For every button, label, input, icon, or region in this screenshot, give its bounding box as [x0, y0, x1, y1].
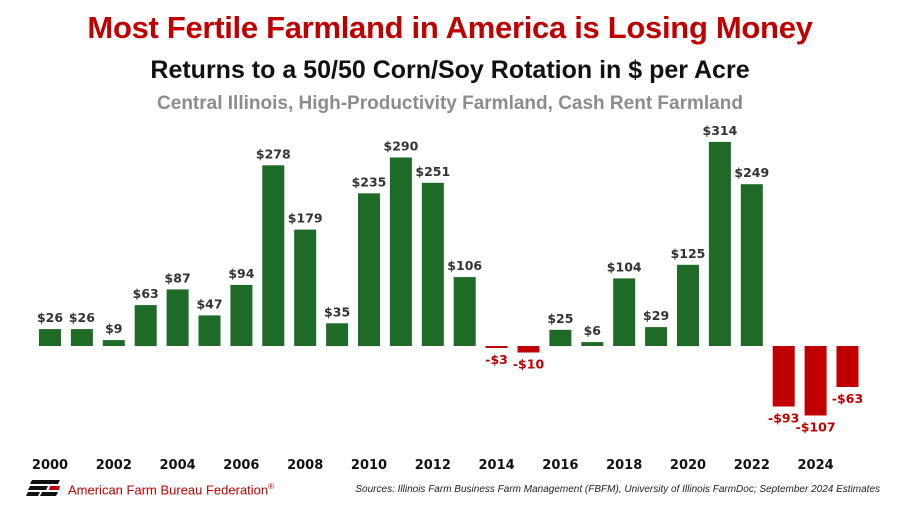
x-tick-label-2006: 2006 — [223, 458, 259, 473]
bar-2012 — [421, 182, 444, 346]
data-label-2019: $29 — [643, 308, 669, 323]
data-label-2008: $179 — [288, 211, 323, 226]
data-label-2011: $290 — [384, 139, 419, 154]
data-label-2005: $47 — [196, 296, 222, 311]
x-tick-label-2014: 2014 — [479, 458, 515, 473]
x-tick-label-2004: 2004 — [160, 458, 196, 473]
x-tick-label-2012: 2012 — [415, 458, 451, 473]
data-label-2003: $63 — [133, 286, 159, 301]
x-tick-label-2020: 2020 — [670, 458, 706, 473]
x-tick-label-2018: 2018 — [606, 458, 642, 473]
data-label-2017: $6 — [584, 323, 602, 338]
bar-2017 — [581, 342, 604, 346]
fb-logo-icon — [26, 480, 60, 496]
data-label-2016: $25 — [547, 311, 573, 326]
bar-2020 — [677, 264, 699, 347]
chart-title: Most Fertile Farmland in America is Losi… — [87, 10, 813, 45]
x-tick-label-2022: 2022 — [734, 458, 770, 473]
data-label-2025: -$63 — [832, 391, 863, 406]
source-note: Sources: Illinois Farm Business Farm Man… — [355, 484, 880, 495]
x-tick-label-2002: 2002 — [96, 458, 132, 473]
bar-2000 — [39, 329, 61, 346]
bar-2024 — [804, 346, 827, 416]
bar-2023 — [772, 346, 795, 407]
bar-2008 — [294, 229, 317, 346]
bar-2013 — [453, 277, 476, 346]
bar-2006 — [230, 284, 253, 346]
bar-2022 — [740, 184, 763, 346]
bar-2019 — [645, 327, 668, 346]
data-label-2014: -$3 — [485, 352, 508, 367]
bar-2018 — [613, 278, 636, 346]
data-label-2004: $87 — [165, 270, 191, 285]
chart-subtitle: Returns to a 50/50 Corn/Soy Rotation in … — [150, 56, 750, 84]
data-label-2013: $106 — [447, 258, 482, 273]
bar-2009 — [326, 323, 349, 347]
x-tick-label-2000: 2000 — [32, 458, 68, 473]
data-label-2012: $251 — [415, 164, 450, 179]
data-label-2010: $235 — [352, 174, 387, 189]
x-tick-label-2008: 2008 — [287, 458, 323, 473]
data-label-2001: $26 — [69, 310, 95, 325]
bar-2015 — [517, 346, 540, 353]
bar-2016 — [549, 329, 572, 347]
bar-2001 — [70, 329, 93, 346]
bar-2003 — [134, 305, 157, 347]
data-label-2002: $9 — [105, 321, 122, 336]
bar-2025 — [836, 346, 859, 387]
bar-2007 — [262, 165, 285, 346]
data-label-2022: $249 — [734, 165, 769, 180]
data-label-2023: -$93 — [768, 410, 799, 425]
bar-2010 — [358, 193, 380, 347]
bar-2014 — [485, 346, 508, 348]
data-label-2007: $278 — [256, 146, 291, 161]
bar-2004 — [166, 289, 189, 346]
bar-2011 — [389, 157, 412, 346]
data-label-2009: $35 — [324, 304, 350, 319]
data-label-2000: $26 — [37, 310, 63, 325]
data-label-2024: -$107 — [796, 420, 836, 435]
data-label-2021: $314 — [703, 123, 738, 138]
bar-chart: $26 $26 $9 $63 $87 $47 $94 $278 $179 $35 $235 $290 $… — [32, 123, 863, 473]
data-label-2020: $125 — [671, 246, 706, 261]
bar-2005 — [198, 315, 221, 346]
footer: American Farm Bureau Federation® Sources… — [0, 478, 900, 506]
data-label-2018: $104 — [607, 259, 642, 274]
organization-name: American Farm Bureau Federation® — [68, 482, 275, 498]
x-tick-label-2010: 2010 — [351, 458, 387, 473]
x-tick-label-2024: 2024 — [798, 458, 834, 473]
bar-2021 — [708, 141, 731, 346]
data-label-2015: -$10 — [513, 357, 545, 372]
chart-subtitle-secondary: Central Illinois, High-Productivity Farm… — [157, 93, 743, 114]
x-tick-label-2016: 2016 — [542, 458, 578, 473]
data-label-2006: $94 — [228, 266, 254, 281]
bar-2002 — [102, 340, 125, 346]
